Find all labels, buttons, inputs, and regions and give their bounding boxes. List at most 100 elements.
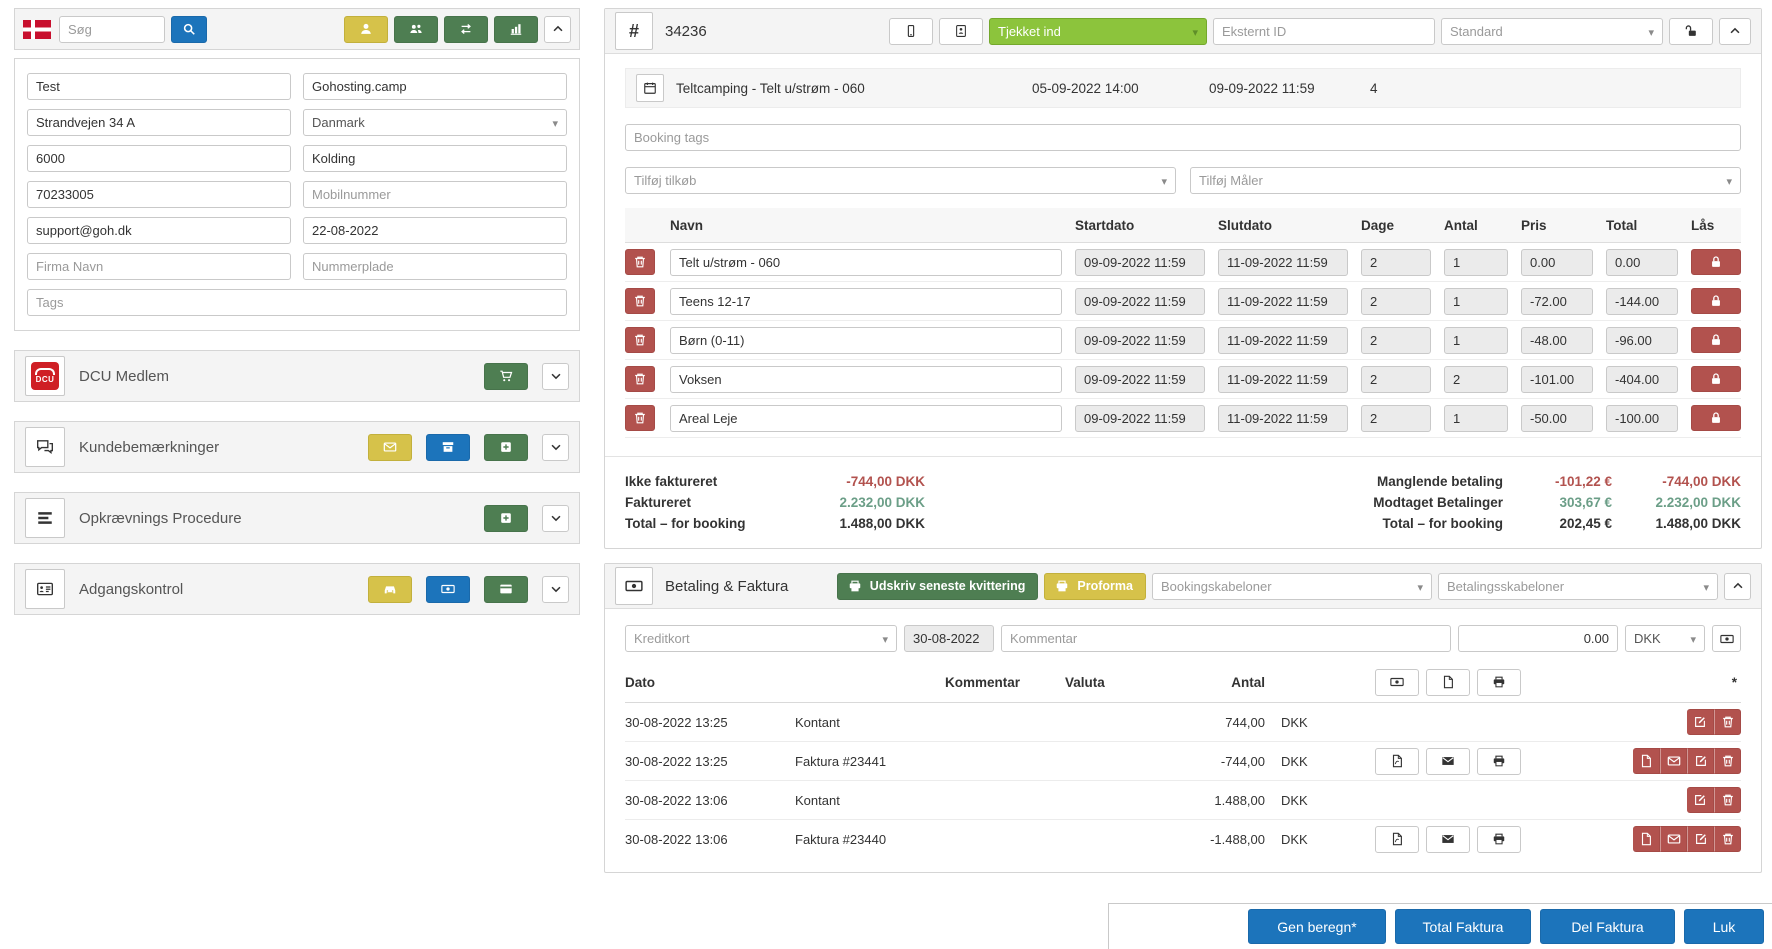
booking-collapse-button[interactable] — [1719, 18, 1751, 45]
booking-status-select[interactable]: Tjekket ind — [989, 18, 1207, 45]
print-last-receipt-button[interactable]: Udskriv seneste kvittering — [837, 573, 1039, 600]
invoice-pdf-button[interactable] — [1375, 748, 1419, 775]
unlock-booking-button[interactable] — [1669, 18, 1713, 45]
dcu-expand-button[interactable] — [542, 363, 569, 390]
booking-summary-row[interactable]: Teltcamping - Telt u/strøm - 060 05-09-2… — [625, 68, 1741, 108]
delete-payment-button[interactable] — [1714, 709, 1741, 735]
mobile-button[interactable] — [889, 18, 933, 45]
customer-phone-field[interactable] — [27, 181, 291, 208]
lock-item-button[interactable] — [1691, 405, 1741, 431]
booking-category-select[interactable]: Standard — [1441, 18, 1663, 45]
chevron-down-icon — [1703, 579, 1709, 594]
add-addon-select[interactable]: Tilføj tilkøb — [625, 167, 1176, 194]
procedure-expand-button[interactable] — [542, 505, 569, 532]
edit-payment-button[interactable] — [1687, 709, 1714, 735]
dcu-cart-button[interactable] — [484, 363, 528, 390]
delete-payment-button[interactable] — [1714, 826, 1741, 852]
delete-payment-button[interactable] — [1714, 787, 1741, 813]
booking-templates-select[interactable]: Bookingskabeloner — [1152, 573, 1432, 600]
customer-collapse-button[interactable] — [544, 16, 571, 43]
deposit-access-button[interactable] — [426, 576, 470, 603]
delete-payment-button[interactable] — [1714, 748, 1741, 774]
partial-invoice-button[interactable]: Del Faktura — [1540, 909, 1675, 944]
register-payment-button[interactable] — [1712, 625, 1741, 652]
guest-card-button[interactable] — [939, 18, 983, 45]
invoice-pdf-button[interactable] — [1375, 826, 1419, 853]
delete-item-button[interactable] — [625, 288, 655, 314]
cash-report-button[interactable] — [1375, 669, 1419, 696]
customer-email-field[interactable] — [27, 217, 291, 244]
lock-item-button[interactable] — [1691, 366, 1741, 392]
customer-mobile-field[interactable] — [303, 181, 567, 208]
proforma-button[interactable]: Proforma — [1044, 573, 1146, 600]
add-note-button[interactable] — [484, 434, 528, 461]
col-laas: Lås — [1691, 218, 1741, 233]
payment-date-input[interactable] — [904, 625, 994, 652]
total-invoice-button[interactable]: Total Faktura — [1395, 909, 1531, 944]
payments-collapse-button[interactable] — [1724, 573, 1751, 600]
customer-website-field[interactable] — [303, 73, 567, 100]
transfer-button[interactable] — [444, 16, 488, 43]
payment-comment-input[interactable] — [1001, 625, 1451, 652]
delete-item-button[interactable] — [625, 327, 655, 353]
add-meter-select[interactable]: Tilføj Måler — [1190, 167, 1741, 194]
customer-tags-field[interactable] — [27, 289, 567, 316]
edit-payment-button[interactable] — [1687, 787, 1714, 813]
item-days-input — [1361, 405, 1431, 432]
customer-city-field[interactable] — [303, 145, 567, 172]
keycard-access-button[interactable] — [484, 576, 528, 603]
payment-method-select[interactable]: Kreditkort — [625, 625, 897, 652]
credit-pdf-button[interactable] — [1633, 826, 1660, 852]
invoice-print-button[interactable] — [1477, 826, 1521, 853]
add-procedure-button[interactable] — [484, 505, 528, 532]
vehicle-access-button[interactable] — [368, 576, 412, 603]
customer-company-field[interactable] — [27, 253, 291, 280]
send-note-button[interactable] — [368, 434, 412, 461]
item-name-input[interactable] — [670, 288, 1062, 315]
chevron-down-icon — [549, 369, 563, 383]
customer-address-field[interactable] — [27, 109, 291, 136]
credit-email-button[interactable] — [1660, 748, 1687, 774]
item-name-input[interactable] — [670, 327, 1062, 354]
edit-payment-button[interactable] — [1687, 748, 1714, 774]
external-id-input[interactable] — [1213, 18, 1435, 45]
lock-item-button[interactable] — [1691, 327, 1741, 353]
new-document-button[interactable] — [1426, 669, 1470, 696]
customer-plate-field[interactable] — [303, 253, 567, 280]
booking-tags-input[interactable] — [625, 124, 1741, 151]
item-name-input[interactable] — [670, 366, 1062, 393]
print-button[interactable] — [1477, 669, 1521, 696]
country-select[interactable]: Danmark — [303, 109, 567, 136]
payment-currency-select[interactable]: DKK — [1625, 625, 1705, 652]
credit-pdf-button[interactable] — [1633, 748, 1660, 774]
notes-expand-button[interactable] — [542, 434, 569, 461]
statistics-button[interactable] — [494, 16, 538, 43]
delete-item-button[interactable] — [625, 249, 655, 275]
customer-profile-button[interactable] — [344, 16, 388, 43]
customer-group-button[interactable] — [394, 16, 438, 43]
payment-templates-select[interactable]: Betalingsskabeloner — [1438, 573, 1718, 600]
close-button[interactable]: Luk — [1684, 909, 1764, 944]
invoice-print-button[interactable] — [1477, 748, 1521, 775]
item-name-input[interactable] — [670, 249, 1062, 276]
search-button[interactable] — [171, 16, 207, 43]
archive-note-button[interactable] — [426, 434, 470, 461]
customer-name-field[interactable] — [27, 73, 291, 100]
invoice-email-button[interactable] — [1426, 748, 1470, 775]
search-input[interactable] — [59, 16, 165, 43]
item-name-input[interactable] — [670, 405, 1062, 432]
customer-zip-field[interactable] — [27, 145, 291, 172]
recalculate-button[interactable]: Gen beregn* — [1248, 909, 1386, 944]
edit-payment-button[interactable] — [1687, 826, 1714, 852]
lock-item-button[interactable] — [1691, 249, 1741, 275]
delete-item-button[interactable] — [625, 405, 655, 431]
invoice-email-button[interactable] — [1426, 826, 1470, 853]
delete-item-button[interactable] — [625, 366, 655, 392]
lock-item-button[interactable] — [1691, 288, 1741, 314]
credit-email-button[interactable] — [1660, 826, 1687, 852]
access-expand-button[interactable] — [542, 576, 569, 603]
payment-amount-input[interactable] — [1458, 625, 1618, 652]
customer-date-field[interactable] — [303, 217, 567, 244]
item-price-input — [1521, 366, 1593, 393]
list-icon — [25, 498, 65, 538]
